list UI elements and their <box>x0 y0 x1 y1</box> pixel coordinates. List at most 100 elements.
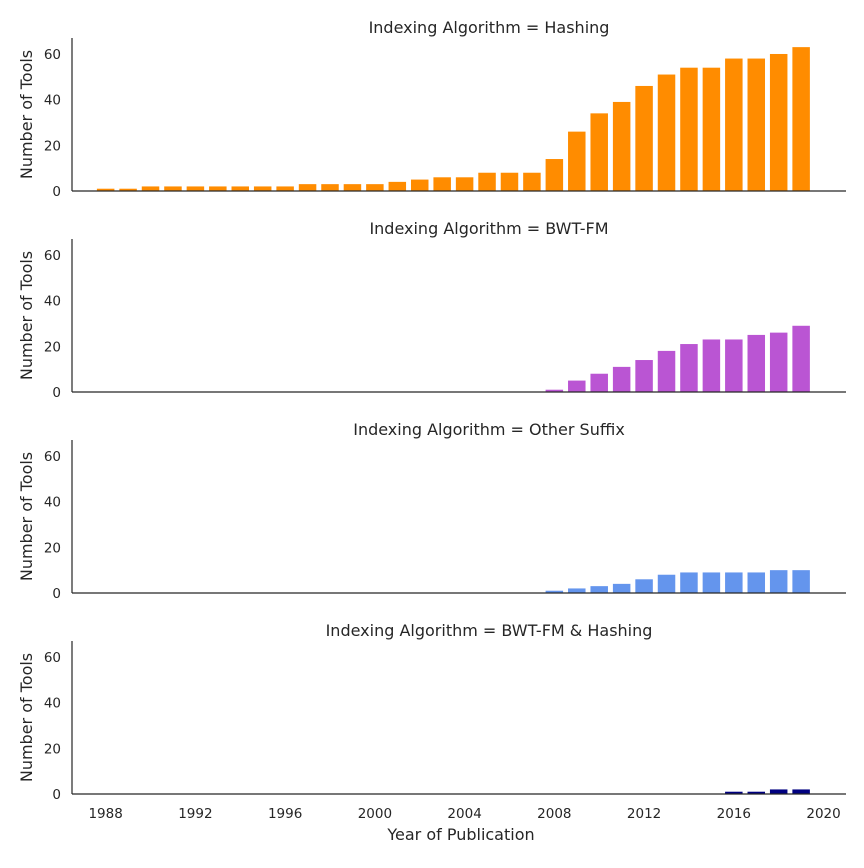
bar <box>478 172 496 191</box>
bar <box>253 186 272 191</box>
bar <box>702 339 721 392</box>
y-tick-label: 60 <box>44 47 61 63</box>
bar <box>702 67 721 191</box>
y-tick-label: 40 <box>44 294 61 310</box>
y-axis-label: Number of Tools <box>17 251 36 380</box>
bar <box>680 344 698 392</box>
bar <box>657 350 676 392</box>
x-tick-label: 2016 <box>717 806 751 822</box>
bar <box>343 184 362 191</box>
bar <box>612 366 631 392</box>
bar <box>725 572 743 593</box>
bar <box>702 572 721 593</box>
bar <box>410 179 429 191</box>
panel-4: Indexing Algorithm = BWT-FM & Hashing 0 20… <box>17 621 846 844</box>
bar <box>96 188 115 191</box>
bar <box>635 85 653 191</box>
bar <box>276 186 294 191</box>
bar <box>500 172 519 191</box>
bar <box>612 583 631 593</box>
x-tick-label: 1996 <box>268 806 302 822</box>
panel-title: Indexing Algorithm = Other Suffix <box>353 420 625 439</box>
bar <box>725 791 743 794</box>
y-tick-label: 0 <box>52 787 61 803</box>
bar <box>545 159 564 191</box>
bar <box>545 389 564 392</box>
x-tick-label: 2020 <box>806 806 840 822</box>
x-tick-label: 2000 <box>358 806 392 822</box>
bar <box>231 186 250 191</box>
bar <box>455 177 474 191</box>
bar <box>164 186 182 191</box>
y-axis-label: Number of Tools <box>17 50 36 179</box>
bar <box>568 588 586 593</box>
bar <box>366 184 384 191</box>
x-tick-label: 2012 <box>627 806 661 822</box>
bar <box>792 47 810 192</box>
y-tick-label: 40 <box>44 93 61 109</box>
bar <box>725 339 743 392</box>
y-tick-label: 20 <box>44 138 61 154</box>
bar <box>769 789 788 794</box>
x-tick-label: 1992 <box>178 806 212 822</box>
bar <box>590 586 608 593</box>
panel-title: Indexing Algorithm = BWT-FM & Hashing <box>326 621 653 640</box>
bar <box>635 579 653 593</box>
x-tick-label: 2008 <box>537 806 571 822</box>
bar <box>612 101 631 191</box>
panel-2: Indexing Algorithm = BWT-FM 0 20 40 60 Number… <box>17 219 846 401</box>
x-tick-label: 1988 <box>88 806 122 822</box>
bar <box>119 188 137 191</box>
y-tick-label: 60 <box>44 650 61 666</box>
bar <box>568 131 586 191</box>
bar <box>186 186 205 191</box>
bar <box>635 360 653 392</box>
y-tick-label: 60 <box>44 449 61 465</box>
y-tick-label: 20 <box>44 339 61 355</box>
bar <box>209 186 227 191</box>
bar <box>590 373 608 392</box>
bar <box>725 58 743 191</box>
bar <box>141 186 160 191</box>
bar <box>388 181 407 191</box>
y-axis-label: Number of Tools <box>17 653 36 782</box>
y-tick-label: 0 <box>52 385 61 401</box>
x-axis-label: Year of Publication <box>386 825 534 844</box>
bar <box>792 325 810 392</box>
bar <box>792 570 810 593</box>
bar <box>747 58 766 191</box>
panel-title: Indexing Algorithm = BWT-FM <box>369 219 608 238</box>
bar <box>792 789 810 794</box>
bar <box>769 332 788 392</box>
y-tick-label: 40 <box>44 495 61 511</box>
y-axis-label: Number of Tools <box>17 452 36 581</box>
bar <box>769 53 788 191</box>
y-tick-label: 20 <box>44 540 61 556</box>
bar <box>321 184 339 191</box>
y-tick-label: 60 <box>44 248 61 264</box>
y-tick-label: 40 <box>44 696 61 712</box>
bar <box>747 572 766 593</box>
bar <box>657 74 676 191</box>
bar <box>680 67 698 191</box>
bar <box>590 113 608 191</box>
panel-1: Indexing Algorithm = Hashing 0 20 40 60 Numbe… <box>17 18 846 200</box>
bar <box>680 572 698 593</box>
bar <box>523 172 541 191</box>
x-tick-label: 2004 <box>447 806 481 822</box>
bar <box>298 184 317 191</box>
bar <box>433 177 451 191</box>
y-tick-label: 20 <box>44 741 61 757</box>
panel-title: Indexing Algorithm = Hashing <box>369 18 610 37</box>
y-tick-label: 0 <box>52 184 61 200</box>
bar <box>657 574 676 593</box>
bar <box>747 334 766 392</box>
bar <box>769 570 788 593</box>
y-tick-label: 0 <box>52 586 61 602</box>
bar <box>747 791 766 794</box>
bar <box>545 590 564 593</box>
bar <box>568 380 586 392</box>
panel-3: Indexing Algorithm = Other Suffix 0 20 40 60… <box>17 420 846 602</box>
